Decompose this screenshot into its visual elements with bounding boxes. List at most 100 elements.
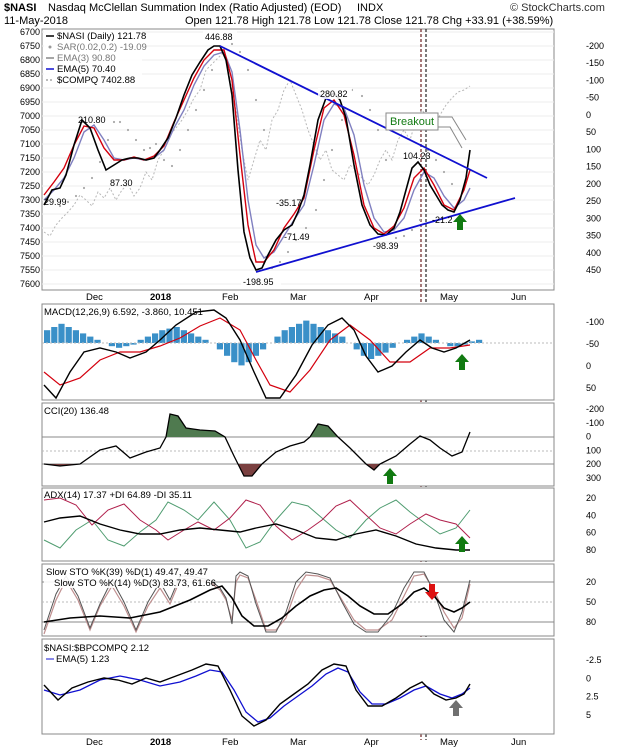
legend-bg (44, 31, 142, 85)
breakout-callout: Breakout (385, 112, 467, 149)
sar-dot (384, 158, 388, 162)
y-tick-label: 7250 (20, 181, 40, 191)
y-tick-label: 7200 (20, 167, 40, 177)
sar-dot (66, 200, 70, 204)
x-tick: 2018 (150, 292, 171, 303)
sto-legend-1: Slow STO %K(39) %D(1) 49.47, 49.47 (46, 567, 208, 578)
y-tick-label: 6800 (20, 55, 40, 65)
legend-nasi: $NASI (Daily) 121.78 (57, 31, 146, 42)
macd-bar (238, 343, 245, 366)
macd-bar (65, 327, 72, 343)
y-tick-label: 7500 (20, 251, 40, 261)
sar-dot (98, 160, 102, 164)
cci-y-axis: -200 -100 0 100 200 300 (586, 404, 604, 483)
legend-swatch (48, 45, 52, 49)
y-tick-label: 400 (586, 248, 601, 258)
compq-line (43, 50, 471, 237)
y-tick-label: 7600 (20, 279, 40, 289)
y-tick-label: -50 (586, 93, 599, 103)
sar-dot (134, 138, 138, 142)
sar-dot (230, 42, 234, 46)
label-104: 104.23 (403, 151, 431, 161)
cci-line (43, 413, 471, 477)
label-bg (318, 88, 352, 99)
y-tick-label: 20 (586, 493, 596, 503)
sar-dot (82, 186, 86, 190)
label-198: -198.95 (243, 277, 274, 287)
y-tick-label: 350 (586, 231, 601, 241)
arrow-down-gray-icon (449, 700, 463, 716)
macd-bar (476, 339, 483, 343)
adx-line (43, 515, 470, 551)
macd-bar (87, 336, 94, 343)
y-tick-label: 7000 (20, 111, 40, 121)
x-tick: May (440, 292, 458, 303)
sar-dot (294, 238, 298, 242)
y-tick-label: -100 (586, 418, 604, 428)
ema3-line (43, 49, 471, 263)
macd-bar (382, 343, 389, 353)
legend-sar: SAR(0.02,0.2) -19.09 (57, 42, 147, 53)
sar-dot (112, 120, 116, 124)
sar-dot (262, 128, 266, 132)
price-right-axis: -200 -150 -100 -50 0 50 100 150 200 250 300 350 400 4… (586, 41, 604, 275)
exchange: INDX (357, 2, 384, 14)
y-tick-label: 50 (586, 597, 596, 607)
macd-bar (360, 343, 367, 356)
sar-dot (246, 68, 250, 72)
cci-fill-top (310, 424, 338, 437)
adx-y-axis: 20 40 60 80 (586, 493, 596, 555)
y-tick-label: 5 (586, 710, 591, 720)
y-tick-label: -50 (586, 339, 599, 349)
sar-dot (418, 218, 422, 222)
ratio-legend-2: EMA(5) 1.23 (56, 654, 109, 665)
sto-fast-d-line (43, 573, 471, 635)
y-tick-label: 50 (586, 383, 596, 393)
sar-dot (162, 158, 166, 162)
macd-bar (231, 343, 238, 363)
sar-dot (314, 208, 318, 212)
y-tick-label: 200 (586, 179, 601, 189)
macd-bar (404, 339, 411, 343)
y-tick-label: 300 (586, 213, 601, 223)
y-tick-label: 0 (586, 673, 591, 683)
index-name: Nasdaq McClellan Summation Index (Ratio … (48, 2, 341, 14)
y-tick-label: 6700 (20, 27, 40, 37)
y-tick-label: 7400 (20, 223, 40, 233)
y-tick-label: 80 (586, 617, 596, 627)
sar-dot (142, 148, 146, 152)
macd-bar (303, 320, 310, 343)
sar-dots (58, 38, 454, 270)
macd-bar (80, 333, 87, 343)
x-tick: May (440, 737, 458, 748)
sar-dot (148, 146, 152, 150)
label-210: 210.80 (78, 115, 106, 125)
macd-bar (173, 327, 180, 343)
macd-bar (216, 343, 223, 350)
y-tick-label: 6950 (20, 97, 40, 107)
label-bg (203, 31, 237, 42)
resistance-trendline (219, 45, 488, 179)
macd-bar (44, 330, 51, 343)
arrow-up-green-icon (383, 468, 397, 484)
macd-bar (339, 336, 346, 343)
arrow-up-green-icon (455, 354, 469, 370)
ratio-legend-1: $NASI:$BPCOMPQ 2.12 (44, 643, 149, 654)
macd-bar (252, 343, 259, 356)
macd-histogram (44, 320, 483, 366)
date-label: 11-May-2018 (4, 15, 68, 27)
x-tick: 2018 (150, 737, 171, 748)
cci-frame (41, 402, 555, 487)
y-tick-label: 7550 (20, 265, 40, 275)
macd-bar (166, 328, 173, 343)
x-tick: Feb (222, 737, 238, 748)
y-tick-label: 200 (586, 459, 601, 469)
sar-dot (106, 138, 110, 142)
macd-bar (137, 339, 144, 343)
macd-bar (152, 333, 159, 343)
label-87: 87.30 (110, 178, 133, 188)
price-panel: 6700 6750 6800 6850 6900 6950 7000 7050 7100 7150… (20, 27, 604, 740)
y-tick-label: -100 (586, 75, 604, 85)
symbol: $NASI (4, 2, 36, 14)
x-tick: Mar (290, 292, 306, 303)
